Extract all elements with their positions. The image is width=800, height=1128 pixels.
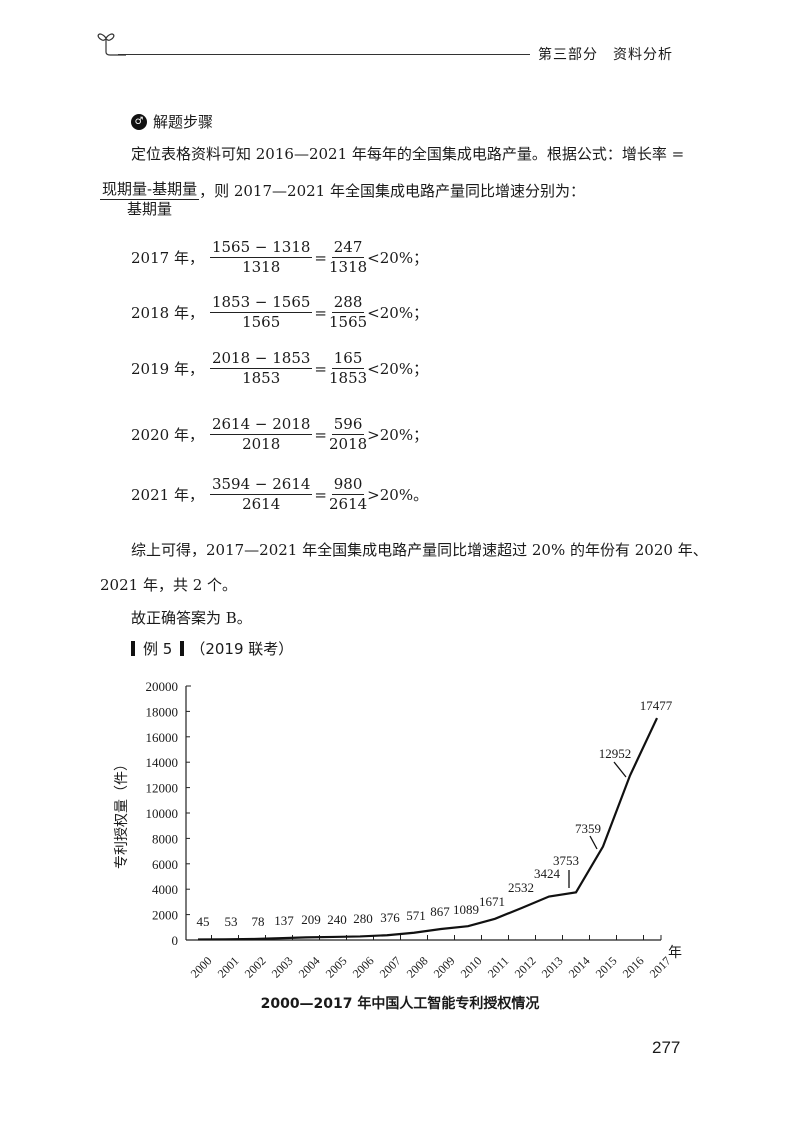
data-label: 1089 bbox=[453, 902, 479, 917]
x-tick-label: 2011 bbox=[485, 954, 512, 981]
solution-heading: 解题步骤 bbox=[153, 113, 214, 131]
x-tick-label: 2007 bbox=[377, 954, 404, 981]
data-label: 571 bbox=[406, 908, 426, 923]
x-tick-label: 2004 bbox=[296, 954, 323, 981]
section-title: 第三部分 资料分析 bbox=[538, 47, 673, 63]
data-label: 78 bbox=[252, 914, 265, 929]
x-tick-label: 2003 bbox=[269, 954, 296, 981]
equation-row: 2021 年， 3594 − 2614 2614 = 980 2614 >20%。 bbox=[131, 475, 429, 513]
summary-line-2: 2021 年，共 2 个。 bbox=[100, 576, 238, 594]
data-label: 53 bbox=[225, 914, 238, 929]
x-tick-label: 2012 bbox=[512, 954, 539, 981]
solution-intro: 定位表格资料可知 2016—2021 年每年的全国集成电路产量。根据公式：增长率… bbox=[131, 145, 685, 163]
x-tick-label: 2014 bbox=[566, 954, 593, 981]
x-tick-label: 2005 bbox=[323, 954, 350, 981]
x-axis-label: 年 bbox=[668, 945, 682, 961]
data-label: 867 bbox=[430, 904, 450, 919]
y-tick-label: 18000 bbox=[146, 704, 179, 719]
x-tick-label: 2002 bbox=[242, 954, 269, 981]
formula-continuation: ，则 2017—2021 年全国集成电路产量同比增速分别为： bbox=[199, 181, 585, 200]
y-tick-label: 20000 bbox=[146, 679, 179, 694]
x-tick-label: 2009 bbox=[431, 954, 458, 981]
x-tick-label: 2008 bbox=[404, 954, 431, 981]
example-label: 例 5 bbox=[143, 640, 173, 658]
example-heading: 例 5 （2019 联考） bbox=[131, 638, 293, 659]
y-tick-label: 16000 bbox=[146, 730, 179, 745]
data-label: 12952 bbox=[599, 746, 632, 761]
growth-rate-formula: 现期量-基期量 基期量 bbox=[100, 180, 200, 218]
sprout-icon bbox=[97, 33, 126, 56]
data-label: 7359 bbox=[575, 821, 601, 836]
data-label: 3753 bbox=[553, 853, 579, 868]
chart-caption: 2000—2017 年中国人工智能专利授权情况 bbox=[260, 996, 540, 1012]
summary-line: 综上可得，2017—2021 年全国集成电路产量同比增速超过 20% 的年份有 … bbox=[131, 541, 708, 559]
y-tick-label: 0 bbox=[172, 933, 179, 948]
equation-row: 2017 年， 1565 − 1318 1318 = 247 1318 <20%； bbox=[131, 238, 429, 276]
data-label: 376 bbox=[380, 910, 400, 925]
y-tick-label: 4000 bbox=[152, 882, 178, 897]
key-icon: ♂ bbox=[131, 114, 147, 130]
y-tick-label: 10000 bbox=[146, 806, 179, 821]
data-label: 17477 bbox=[640, 698, 673, 713]
y-tick-label: 6000 bbox=[152, 857, 178, 872]
x-tick-label: 2000 bbox=[188, 954, 215, 981]
bar-marker bbox=[131, 641, 135, 656]
y-axis-label: 专利授权量（件） bbox=[114, 757, 130, 869]
data-label: 1671 bbox=[479, 894, 505, 909]
x-tick-label: 2015 bbox=[593, 954, 620, 981]
y-tick-label: 8000 bbox=[152, 831, 178, 846]
data-label: 209 bbox=[301, 912, 321, 927]
x-tick-label: 2001 bbox=[215, 954, 242, 981]
y-tick-label: 2000 bbox=[152, 908, 178, 923]
page-number: 277 bbox=[652, 1038, 681, 1057]
formula-line: 现期量-基期量 基期量 ，则 2017—2021 年全国集成电路产量同比增速分别… bbox=[100, 180, 585, 219]
data-label: 2532 bbox=[508, 880, 534, 895]
header-rule bbox=[118, 54, 530, 55]
y-tick-label: 14000 bbox=[146, 755, 179, 770]
equation-row: 2020 年， 2614 − 2018 2018 = 596 2018 >20%； bbox=[131, 415, 429, 453]
x-tick-label: 2016 bbox=[620, 954, 647, 981]
data-label: 3424 bbox=[534, 866, 561, 881]
x-tick-label: 2013 bbox=[539, 954, 566, 981]
bar-marker bbox=[180, 641, 185, 656]
data-label: 240 bbox=[327, 912, 347, 927]
y-tick-label: 12000 bbox=[146, 781, 179, 796]
data-label: 137 bbox=[274, 913, 294, 928]
data-label: 280 bbox=[353, 911, 373, 926]
example-source: （2019 联考） bbox=[190, 640, 294, 658]
x-tick-label: 2006 bbox=[350, 954, 377, 981]
data-label: 45 bbox=[197, 914, 210, 929]
data-line bbox=[197, 717, 658, 941]
equation-row: 2019 年， 2018 − 1853 1853 = 165 1853 <20%； bbox=[131, 349, 429, 387]
answer-line: 故正确答案为 B。 bbox=[131, 609, 252, 627]
equation-row: 2018 年， 1853 − 1565 1565 = 288 1565 <20%； bbox=[131, 293, 429, 331]
x-tick-label: 2010 bbox=[458, 954, 485, 981]
